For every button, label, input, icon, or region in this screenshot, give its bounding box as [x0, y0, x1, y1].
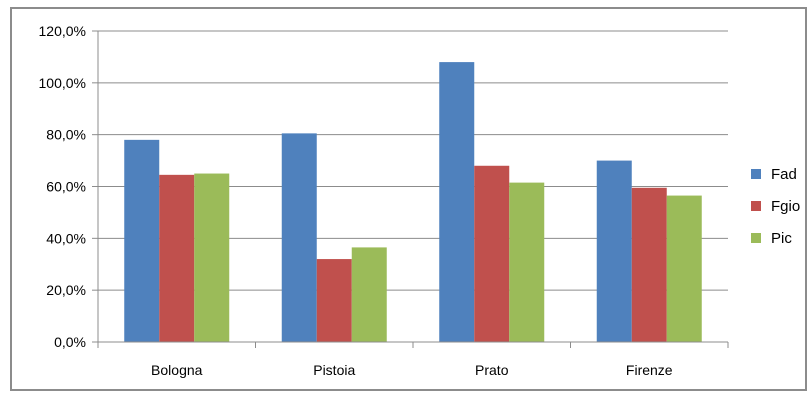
bar-pic-pistoia — [351, 247, 387, 342]
y-tick-label: 80,0% — [46, 127, 86, 143]
legend-label-fgio: Fgio — [771, 198, 800, 215]
x-tick-label: Bologna — [151, 362, 203, 378]
legend-label-pic: Pic — [771, 230, 792, 247]
legend-swatch-pic — [751, 233, 761, 243]
y-tick-label: 0,0% — [54, 334, 86, 350]
x-tick-label: Pistoia — [313, 362, 355, 378]
legend-swatch-fgio — [751, 201, 761, 211]
y-tick-label: 20,0% — [46, 282, 86, 298]
bar-fad-firenze — [596, 160, 632, 342]
axes: 0,0% 20,0% 40,0% 60,0% 80,0% 100,0% 120,0% Bolo… — [39, 23, 729, 378]
y-tick-label: 120,0% — [39, 23, 86, 39]
bar-fgio-firenze — [631, 187, 667, 342]
x-tick-label: Prato — [475, 362, 509, 378]
legend-swatch-fad — [751, 169, 761, 179]
bars — [124, 62, 702, 342]
legend: Fad Fgio Pic — [751, 166, 800, 247]
bar-pic-bologna — [194, 173, 230, 342]
bar-pic-firenze — [666, 195, 702, 342]
y-tick-label: 60,0% — [46, 179, 86, 195]
y-tick-label: 40,0% — [46, 230, 86, 246]
bar-fgio-pistoia — [316, 259, 352, 342]
bar-fad-pistoia — [281, 133, 317, 342]
y-tick-label: 100,0% — [39, 75, 86, 91]
bar-pic-prato — [509, 182, 545, 342]
legend-label-fad: Fad — [771, 166, 797, 183]
bar-fgio-bologna — [159, 174, 195, 342]
bar-fad-prato — [439, 62, 475, 342]
bar-fgio-prato — [474, 165, 510, 342]
bar-fad-bologna — [124, 139, 160, 342]
x-tick-label: Firenze — [626, 362, 673, 378]
